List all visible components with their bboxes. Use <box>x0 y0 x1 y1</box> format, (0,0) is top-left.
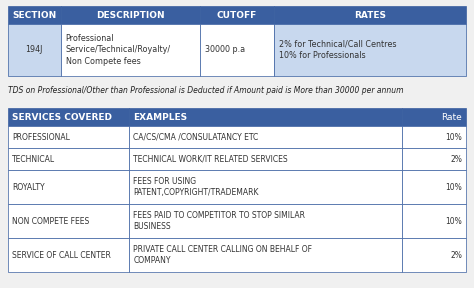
Bar <box>129 170 402 204</box>
Text: SERVICE OF CALL CENTER: SERVICE OF CALL CENTER <box>12 251 111 259</box>
Text: CA/CS/CMA /CONSULATANCY ETC: CA/CS/CMA /CONSULATANCY ETC <box>133 132 259 141</box>
Text: 2% for Technical/Call Centres
10% for Professionals: 2% for Technical/Call Centres 10% for Pr… <box>279 40 396 60</box>
Bar <box>201 6 273 24</box>
Text: FEES PAID TO COMPETITOR TO STOP SIMILAR
BUSINESS: FEES PAID TO COMPETITOR TO STOP SIMILAR … <box>133 211 305 231</box>
Text: TECHNICAL: TECHNICAL <box>12 154 55 164</box>
Bar <box>8 24 61 76</box>
Text: CUTOFF: CUTOFF <box>217 10 257 20</box>
Text: PRIVATE CALL CENTER CALLING ON BEHALF OF
COMPANY: PRIVATE CALL CENTER CALLING ON BEHALF OF… <box>133 245 312 265</box>
Bar <box>402 170 466 204</box>
Text: 10%: 10% <box>445 132 462 141</box>
Bar <box>129 108 402 126</box>
Text: 194J: 194J <box>26 46 43 54</box>
Bar <box>129 148 402 170</box>
Bar <box>8 148 129 170</box>
Bar <box>402 148 466 170</box>
Text: 10%: 10% <box>445 183 462 192</box>
Bar <box>402 108 466 126</box>
Bar <box>8 170 129 204</box>
Text: 2%: 2% <box>450 251 462 259</box>
Bar <box>8 238 129 272</box>
Text: 30000 p.a: 30000 p.a <box>205 46 246 54</box>
Bar <box>8 6 61 24</box>
Bar <box>129 204 402 238</box>
Text: 2%: 2% <box>450 154 462 164</box>
Bar <box>402 204 466 238</box>
Bar <box>201 24 273 76</box>
Bar <box>129 238 402 272</box>
Text: Professional
Service/Technical/Royalty/
Non Compete fees: Professional Service/Technical/Royalty/ … <box>66 34 171 66</box>
Bar <box>129 126 402 148</box>
Text: Rate: Rate <box>441 113 462 122</box>
Bar <box>273 24 466 76</box>
Bar <box>402 126 466 148</box>
Bar <box>61 6 201 24</box>
Text: TDS on Professional/Other than Professional is Deducted if Amount paid is More t: TDS on Professional/Other than Professio… <box>8 86 403 95</box>
Text: NON COMPETE FEES: NON COMPETE FEES <box>12 217 89 226</box>
Bar <box>8 108 129 126</box>
Text: RATES: RATES <box>354 10 386 20</box>
Bar <box>402 238 466 272</box>
Text: DESCRIPTION: DESCRIPTION <box>96 10 165 20</box>
Text: 10%: 10% <box>445 217 462 226</box>
Text: SERVICES COVERED: SERVICES COVERED <box>12 113 112 122</box>
Bar <box>8 126 129 148</box>
Text: SECTION: SECTION <box>12 10 56 20</box>
Bar <box>273 6 466 24</box>
Text: TECHNICAL WORK/IT RELATED SERVICES: TECHNICAL WORK/IT RELATED SERVICES <box>133 154 288 164</box>
Text: PROFESSIONAL: PROFESSIONAL <box>12 132 70 141</box>
Bar <box>61 24 201 76</box>
Bar <box>8 204 129 238</box>
Text: EXAMPLES: EXAMPLES <box>133 113 188 122</box>
Text: FEES FOR USING
PATENT,COPYRIGHT/TRADEMARK: FEES FOR USING PATENT,COPYRIGHT/TRADEMAR… <box>133 177 259 197</box>
Text: ROYALTY: ROYALTY <box>12 183 45 192</box>
